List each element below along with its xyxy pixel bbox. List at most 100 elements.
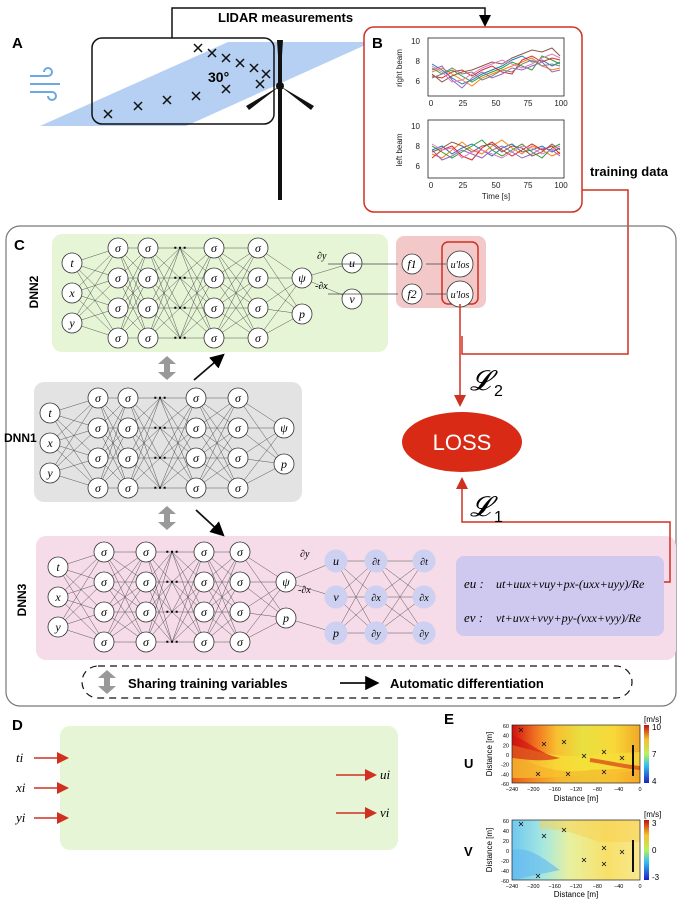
network-node	[47, 616, 69, 638]
network-node	[275, 571, 297, 593]
d-input-t: ti	[16, 750, 24, 765]
training-data-wire	[461, 189, 629, 355]
svg-text:50: 50	[492, 99, 501, 108]
network-node	[412, 585, 436, 609]
field-xtick: −160	[548, 787, 560, 793]
ellipsis-dots: ⋯	[173, 299, 187, 315]
network-node	[107, 237, 129, 259]
panel-d-box	[60, 726, 398, 850]
panel-e-letter: E	[444, 711, 454, 728]
ellipsis-dots: ⋯	[173, 239, 187, 255]
svg-text:10: 10	[652, 723, 661, 732]
share-arrow-bottom	[158, 506, 176, 530]
node-label: v	[333, 590, 339, 604]
node-label: σ	[101, 575, 108, 589]
node-label: σ	[193, 451, 200, 465]
node-label: p	[282, 611, 289, 625]
dnn1-box	[34, 382, 302, 502]
node-label: σ	[237, 575, 244, 589]
network-node	[93, 601, 115, 623]
field-xtick: 0	[638, 787, 641, 793]
network-node	[364, 585, 388, 609]
network-node	[227, 387, 249, 409]
network-node	[324, 585, 348, 609]
svg-text:50: 50	[492, 181, 501, 190]
ev-lhs: ev :	[464, 610, 483, 625]
node-label: σ	[95, 391, 102, 405]
network-node	[137, 267, 159, 289]
svg-text:u'los: u'los	[451, 290, 470, 301]
share-arrow-top	[158, 356, 176, 380]
svg-text:75: 75	[524, 181, 533, 190]
network-node	[203, 237, 225, 259]
node-label: ∂x	[419, 593, 429, 604]
field-xtick: −40	[614, 787, 623, 793]
node-label: σ	[201, 635, 208, 649]
svg-text:8: 8	[416, 57, 421, 66]
loss-ellipse	[402, 412, 522, 472]
lidar-arrow	[171, 7, 491, 38]
field-xtick: −200	[527, 884, 539, 890]
node-label: σ	[101, 605, 108, 619]
node-label: y	[46, 466, 53, 480]
ellipsis-dots: ⋯	[165, 573, 179, 589]
node-label: x	[54, 590, 61, 604]
field-xtick: −120	[570, 787, 582, 793]
d-input-y: yi	[14, 810, 26, 825]
svg-text:Distance [m]: Distance [m]	[554, 890, 598, 899]
network-node	[87, 477, 109, 499]
node-label: σ	[125, 451, 132, 465]
svg-text:f2: f2	[407, 287, 416, 301]
dnn3-label: DNN3	[15, 583, 29, 616]
panel-b-letter: B	[372, 35, 383, 52]
node-label: σ	[101, 635, 108, 649]
node-label: σ	[95, 421, 102, 435]
derivative-label: -∂x	[315, 281, 328, 292]
node-label: σ	[211, 271, 218, 285]
node-label: σ	[235, 391, 242, 405]
network-node	[193, 571, 215, 593]
svg-text:10: 10	[411, 37, 420, 46]
lidar-title: LIDAR measurements	[218, 10, 353, 25]
network-node	[227, 447, 249, 469]
node-label: ∂y	[371, 629, 381, 640]
node-label: σ	[235, 481, 242, 495]
node-label: σ	[201, 605, 208, 619]
node-label: ∂x	[371, 593, 381, 604]
network-node	[229, 571, 251, 593]
svg-text:0: 0	[429, 181, 434, 190]
node-label: σ	[237, 635, 244, 649]
network-node	[117, 417, 139, 439]
node-label: σ	[255, 301, 262, 315]
network-node	[203, 297, 225, 319]
network-node	[61, 252, 83, 274]
network-node	[291, 303, 313, 325]
wind-turbine-icon	[246, 40, 314, 200]
network-node	[185, 447, 207, 469]
ellipsis-dots: ⋯	[165, 543, 179, 559]
svg-text:6: 6	[416, 162, 421, 171]
network-node	[275, 607, 297, 629]
svg-text:75: 75	[524, 99, 533, 108]
network-node	[203, 327, 225, 349]
field-xtick: −240	[506, 787, 518, 793]
svg-text:f1: f1	[407, 257, 416, 271]
f1-node: f1	[401, 253, 423, 275]
ellipsis-dots: ⋯	[153, 479, 167, 495]
network-node	[229, 631, 251, 653]
network-node	[117, 387, 139, 409]
node-label: t	[70, 256, 74, 270]
svg-text:-3: -3	[652, 873, 660, 882]
network-node	[117, 447, 139, 469]
legend-box	[81, 665, 633, 699]
network-node	[135, 541, 157, 563]
u-field-plot: U [m/s] 10 7 4 Distance [m] Distance [m]	[464, 715, 661, 803]
node-label: σ	[143, 635, 150, 649]
field-ytick: 20	[503, 743, 509, 749]
network-node	[185, 477, 207, 499]
equations-box	[456, 556, 664, 636]
node-label: p	[280, 457, 287, 471]
ev-equation: vt+uvx+vvy+py-(vxx+vyy)/Re	[496, 611, 642, 625]
network-node	[229, 601, 251, 623]
